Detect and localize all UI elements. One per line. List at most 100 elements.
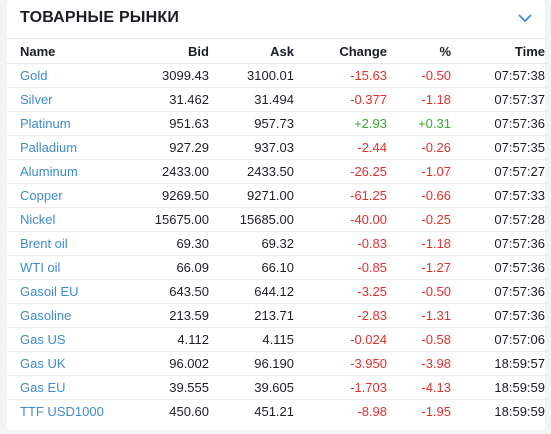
table-row[interactable]: Gas UK 96.002 96.190 -3.950 -3.98 18:59:57: [7, 351, 547, 376]
ask-value: 15685.00: [209, 207, 294, 232]
instrument-link[interactable]: Gas US: [20, 332, 66, 347]
bid-value: 951.63: [124, 111, 209, 136]
instrument-cell: Nickel: [7, 207, 124, 232]
change-value: -2.44: [294, 135, 387, 160]
instrument-link[interactable]: Platinum: [20, 116, 71, 131]
change-value: -3.25: [294, 279, 387, 304]
instrument-link[interactable]: Brent oil: [20, 236, 68, 251]
table-row[interactable]: Platinum 951.63 957.73 +2.93 +0.31 07:57:36: [7, 111, 547, 136]
ask-value: 451.21: [254, 404, 294, 419]
time-value: 07:57:35: [451, 135, 547, 160]
percent-change-value: -0.50: [387, 63, 451, 88]
instrument-cell: WTI oil: [7, 255, 124, 280]
percent-change-value: -1.95: [421, 404, 451, 419]
instrument-link[interactable]: Gasoline: [20, 308, 72, 323]
table-row[interactable]: Copper 9269.50 9271.00 -61.25 -0.66 07:57:33: [7, 183, 547, 208]
table-row[interactable]: Gas EU 39.555 39.605 -1.703 -4.13 18:59:59: [7, 375, 547, 400]
instrument-cell: Gas EU: [7, 375, 124, 400]
percent-change-value: -1.27: [387, 255, 451, 280]
column-header-change[interactable]: Change: [294, 40, 387, 64]
instrument-cell: Platinum: [7, 111, 124, 136]
bid-value: 69.30: [124, 231, 209, 256]
bid-value: 3099.43: [124, 63, 209, 88]
table-row[interactable]: TTF USD1000 450.60 451.21 -8.98 -1.95 18:59:5…: [7, 400, 547, 424]
time-value: 07:57:38: [451, 63, 547, 88]
percent-change-value: -3.98: [387, 351, 451, 376]
time-value: 07:57:06: [451, 327, 547, 352]
table-row[interactable]: Gasoline 213.59 213.71 -2.83 -1.31 07:57:36: [7, 303, 547, 328]
time-value: 07:57:36: [451, 279, 547, 304]
time-value: 07:57:36: [451, 231, 547, 256]
change-value: -40.00: [294, 207, 387, 232]
instrument-cell: Gold: [7, 63, 124, 88]
column-header-percent[interactable]: %: [387, 40, 451, 64]
instrument-link[interactable]: Gold: [20, 68, 48, 83]
percent-change-value: -1.18: [387, 231, 451, 256]
table-row[interactable]: Gold 3099.43 3100.01 -15.63 -0.50 07:57:38: [7, 63, 547, 88]
instrument-link[interactable]: Palladium: [20, 140, 78, 155]
column-header-ask[interactable]: Ask: [209, 40, 294, 64]
bid-value: 9269.50: [124, 183, 209, 208]
chevron-down-icon[interactable]: [515, 8, 535, 28]
column-header-bid[interactable]: Bid: [124, 40, 209, 64]
bid-value: 96.002: [124, 351, 209, 376]
table-row[interactable]: Silver 31.462 31.494 -0.377 -1.18 07:57:37: [7, 87, 547, 112]
time-value: 07:57:27: [451, 159, 547, 184]
table-row[interactable]: Aluminum 2433.00 2433.50 -26.25 -1.07 07:57:2…: [7, 159, 547, 184]
time-value: 07:57:33: [451, 183, 547, 208]
instrument-link[interactable]: Gas UK: [20, 356, 66, 371]
header-divider: [7, 38, 545, 39]
table-row[interactable]: WTI oil 66.09 66.10 -0.85 -1.27 07:57:36: [7, 255, 547, 280]
change-value: -15.63: [294, 63, 387, 88]
change-value: -0.377: [294, 87, 387, 112]
change-value: -0.83: [294, 231, 387, 256]
percent-change-value: -1.07: [387, 159, 451, 184]
time-value: 07:57:36: [451, 303, 547, 328]
bid-value: 213.59: [124, 303, 209, 328]
time-value: 18:59:59: [451, 375, 547, 400]
instrument-cell: Silver: [7, 87, 124, 112]
instrument-link[interactable]: WTI oil: [20, 260, 61, 275]
change-value: -1.703: [294, 375, 387, 400]
instrument-link[interactable]: Silver: [20, 92, 53, 107]
instrument-cell: Aluminum: [7, 159, 124, 184]
commodity-markets-widget: ТОВАРНЫЕ РЫНКИ Name Bid Ask Change % Tim…: [7, 0, 547, 430]
percent-change-value: -0.26: [387, 135, 451, 160]
change-value: +2.93: [294, 111, 387, 136]
table-row[interactable]: Palladium 927.29 937.03 -2.44 -0.26 07:57:35: [7, 135, 547, 160]
ask-value: 213.71: [209, 303, 294, 328]
table-row[interactable]: Brent oil 69.30 69.32 -0.83 -1.18 07:57:36: [7, 231, 547, 256]
column-header-name[interactable]: Name: [7, 40, 124, 64]
table-header-row: Name Bid Ask Change % Time: [7, 40, 547, 64]
widget-title: ТОВАРНЫЕ РЫНКИ: [20, 9, 180, 26]
instrument-link[interactable]: Gas EU: [20, 380, 66, 395]
ask-value: 69.32: [209, 231, 294, 256]
bid-value: 450.60: [169, 404, 209, 419]
bid-value: 15675.00: [124, 207, 209, 232]
instrument-cell: Copper: [7, 183, 124, 208]
bid-value: 66.09: [124, 255, 209, 280]
ask-value: 644.12: [209, 279, 294, 304]
change-value: -2.83: [294, 303, 387, 328]
change-value: -3.950: [294, 351, 387, 376]
instrument-link[interactable]: Gasoil EU: [20, 284, 79, 299]
percent-change-value: -0.58: [387, 327, 451, 352]
table-row[interactable]: Nickel 15675.00 15685.00 -40.00 -0.25 07:57:2…: [7, 207, 547, 232]
instrument-cell: Gas UK: [7, 351, 124, 376]
table-row[interactable]: Gas US 4.112 4.115 -0.024 -0.58 07:57:06: [7, 327, 547, 352]
percent-change-value: -4.13: [387, 375, 451, 400]
instrument-link[interactable]: Copper: [20, 188, 63, 203]
change-value: -26.25: [294, 159, 387, 184]
instrument-link[interactable]: TTF USD1000: [20, 404, 104, 419]
ask-value: 96.190: [209, 351, 294, 376]
instrument-link[interactable]: Aluminum: [20, 164, 78, 179]
instrument-link[interactable]: Nickel: [20, 212, 56, 227]
instrument-cell: Brent oil: [7, 231, 124, 256]
column-header-time[interactable]: Time: [451, 40, 547, 64]
percent-change-value: +0.31: [387, 111, 451, 136]
ask-value: 9271.00: [209, 183, 294, 208]
table-row[interactable]: Gasoil EU 643.50 644.12 -3.25 -0.50 07:57:36: [7, 279, 547, 304]
time-value: 07:57:28: [451, 207, 547, 232]
instrument-cell: Gas US: [7, 327, 124, 352]
bid-value: 2433.00: [124, 159, 209, 184]
